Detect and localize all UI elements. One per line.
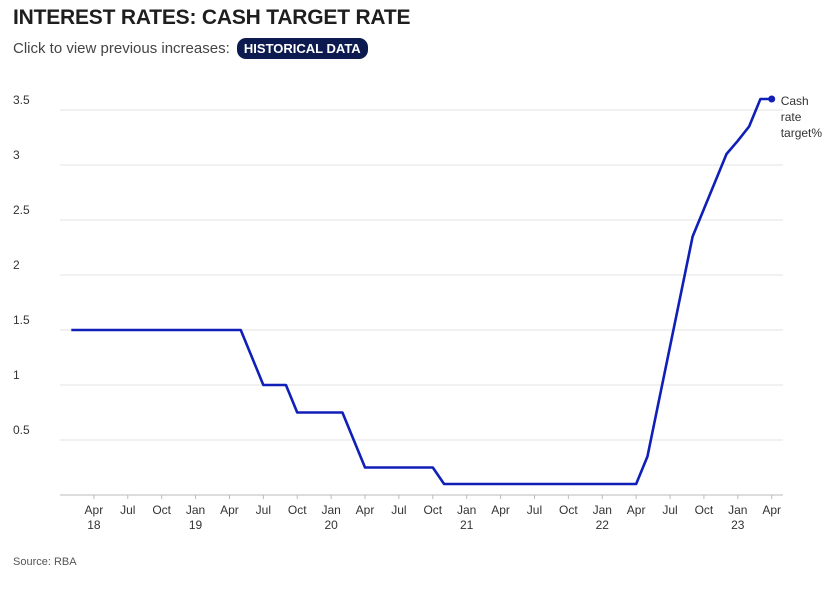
x-tick-label: Oct	[559, 503, 578, 517]
y-tick-label: 2	[13, 258, 20, 272]
x-tick-label: Jul	[256, 503, 271, 517]
x-tick-label: Jul	[662, 503, 677, 517]
y-tick-label: 1	[13, 368, 20, 382]
x-tick-label: Apr	[220, 503, 239, 517]
y-tick-label: 3	[13, 148, 20, 162]
x-tick-label: Jan 22	[593, 503, 612, 532]
x-tick-label: Oct	[695, 503, 714, 517]
x-tick-label: Apr	[627, 503, 646, 517]
x-tick-label: Jul	[391, 503, 406, 517]
subtitle: Click to view previous increases:	[13, 40, 230, 57]
x-tick-label: Apr 18	[85, 503, 104, 532]
x-tick-label: Jan 20	[321, 503, 340, 532]
subtitle-row: Click to view previous increases: HISTOR…	[13, 38, 368, 59]
series-label: Cash rate target%	[781, 94, 823, 140]
x-tick-label: Oct	[152, 503, 171, 517]
x-tick-label: Jan 21	[457, 503, 476, 532]
y-tick-label: 0.5	[13, 423, 30, 437]
historical-data-button[interactable]: HISTORICAL DATA	[236, 38, 368, 59]
end-marker	[768, 95, 776, 103]
y-tick-label: 2.5	[13, 203, 30, 217]
data-line	[71, 97, 772, 486]
x-tick-label: Apr	[491, 503, 510, 517]
x-tick-label: Apr	[356, 503, 375, 517]
x-tick-label: Jan 19	[186, 503, 205, 532]
x-tick-label: Oct	[288, 503, 307, 517]
chart-title: INTEREST RATES: CASH TARGET RATE	[13, 6, 411, 29]
x-tick-label: Jul	[527, 503, 542, 517]
x-tick-label: Oct	[423, 503, 442, 517]
x-tick-label: Jan 23	[728, 503, 747, 532]
x-tick-label: Apr	[762, 503, 781, 517]
y-tick-label: 3.5	[13, 93, 30, 107]
x-tick-label: Jul	[120, 503, 135, 517]
source: Source: RBA	[13, 556, 77, 568]
y-tick-label: 1.5	[13, 313, 30, 327]
